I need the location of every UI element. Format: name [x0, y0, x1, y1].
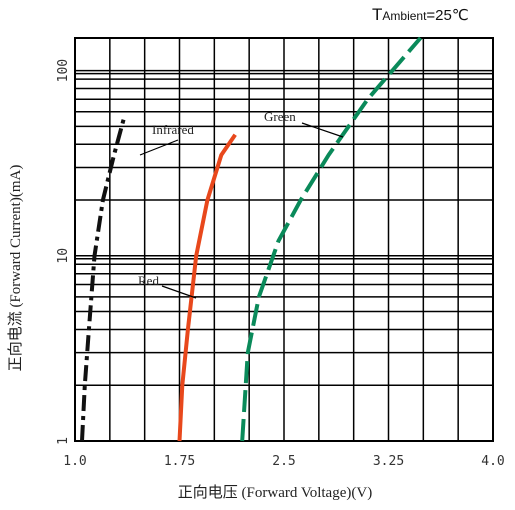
x-tick-labels: 1.0 1.75 2.5 3.25 4.0 [63, 454, 504, 469]
x-axis-label: 正向电压 (Forward Voltage)(V) [178, 484, 372, 501]
series-label-infrared: Infrared [152, 122, 194, 137]
y-tick-labels: 1 10 100 [56, 59, 71, 445]
series-line-infrared [80, 118, 126, 442]
y-tick-label: 10 [56, 248, 71, 264]
x-tick-label: 1.0 [63, 454, 86, 469]
x-tick-label: 1.75 [164, 454, 195, 469]
plot-border [74, 37, 494, 442]
plot-frame [74, 37, 494, 442]
series-label-leader [301, 122, 344, 138]
series-label-leader [161, 285, 197, 299]
x-tick-label: 3.25 [373, 454, 404, 469]
x-tick-label: 4.0 [481, 454, 504, 469]
y-tick-label: 1 [56, 437, 71, 445]
series-line-green [240, 36, 423, 442]
series-line-red [177, 133, 237, 442]
series-label-leader [139, 139, 179, 156]
y-axis-label: 正向电流 (Forward Current)(mA) [7, 165, 24, 372]
series-layer [80, 36, 423, 442]
series-label-red: Red [138, 273, 159, 288]
ambient-annotation: TAmbient=25℃ [372, 5, 469, 24]
y-tick-label: 100 [56, 59, 71, 82]
x-tick-label: 2.5 [272, 454, 295, 469]
series-label-green: Green [264, 109, 296, 124]
grid [74, 37, 494, 442]
